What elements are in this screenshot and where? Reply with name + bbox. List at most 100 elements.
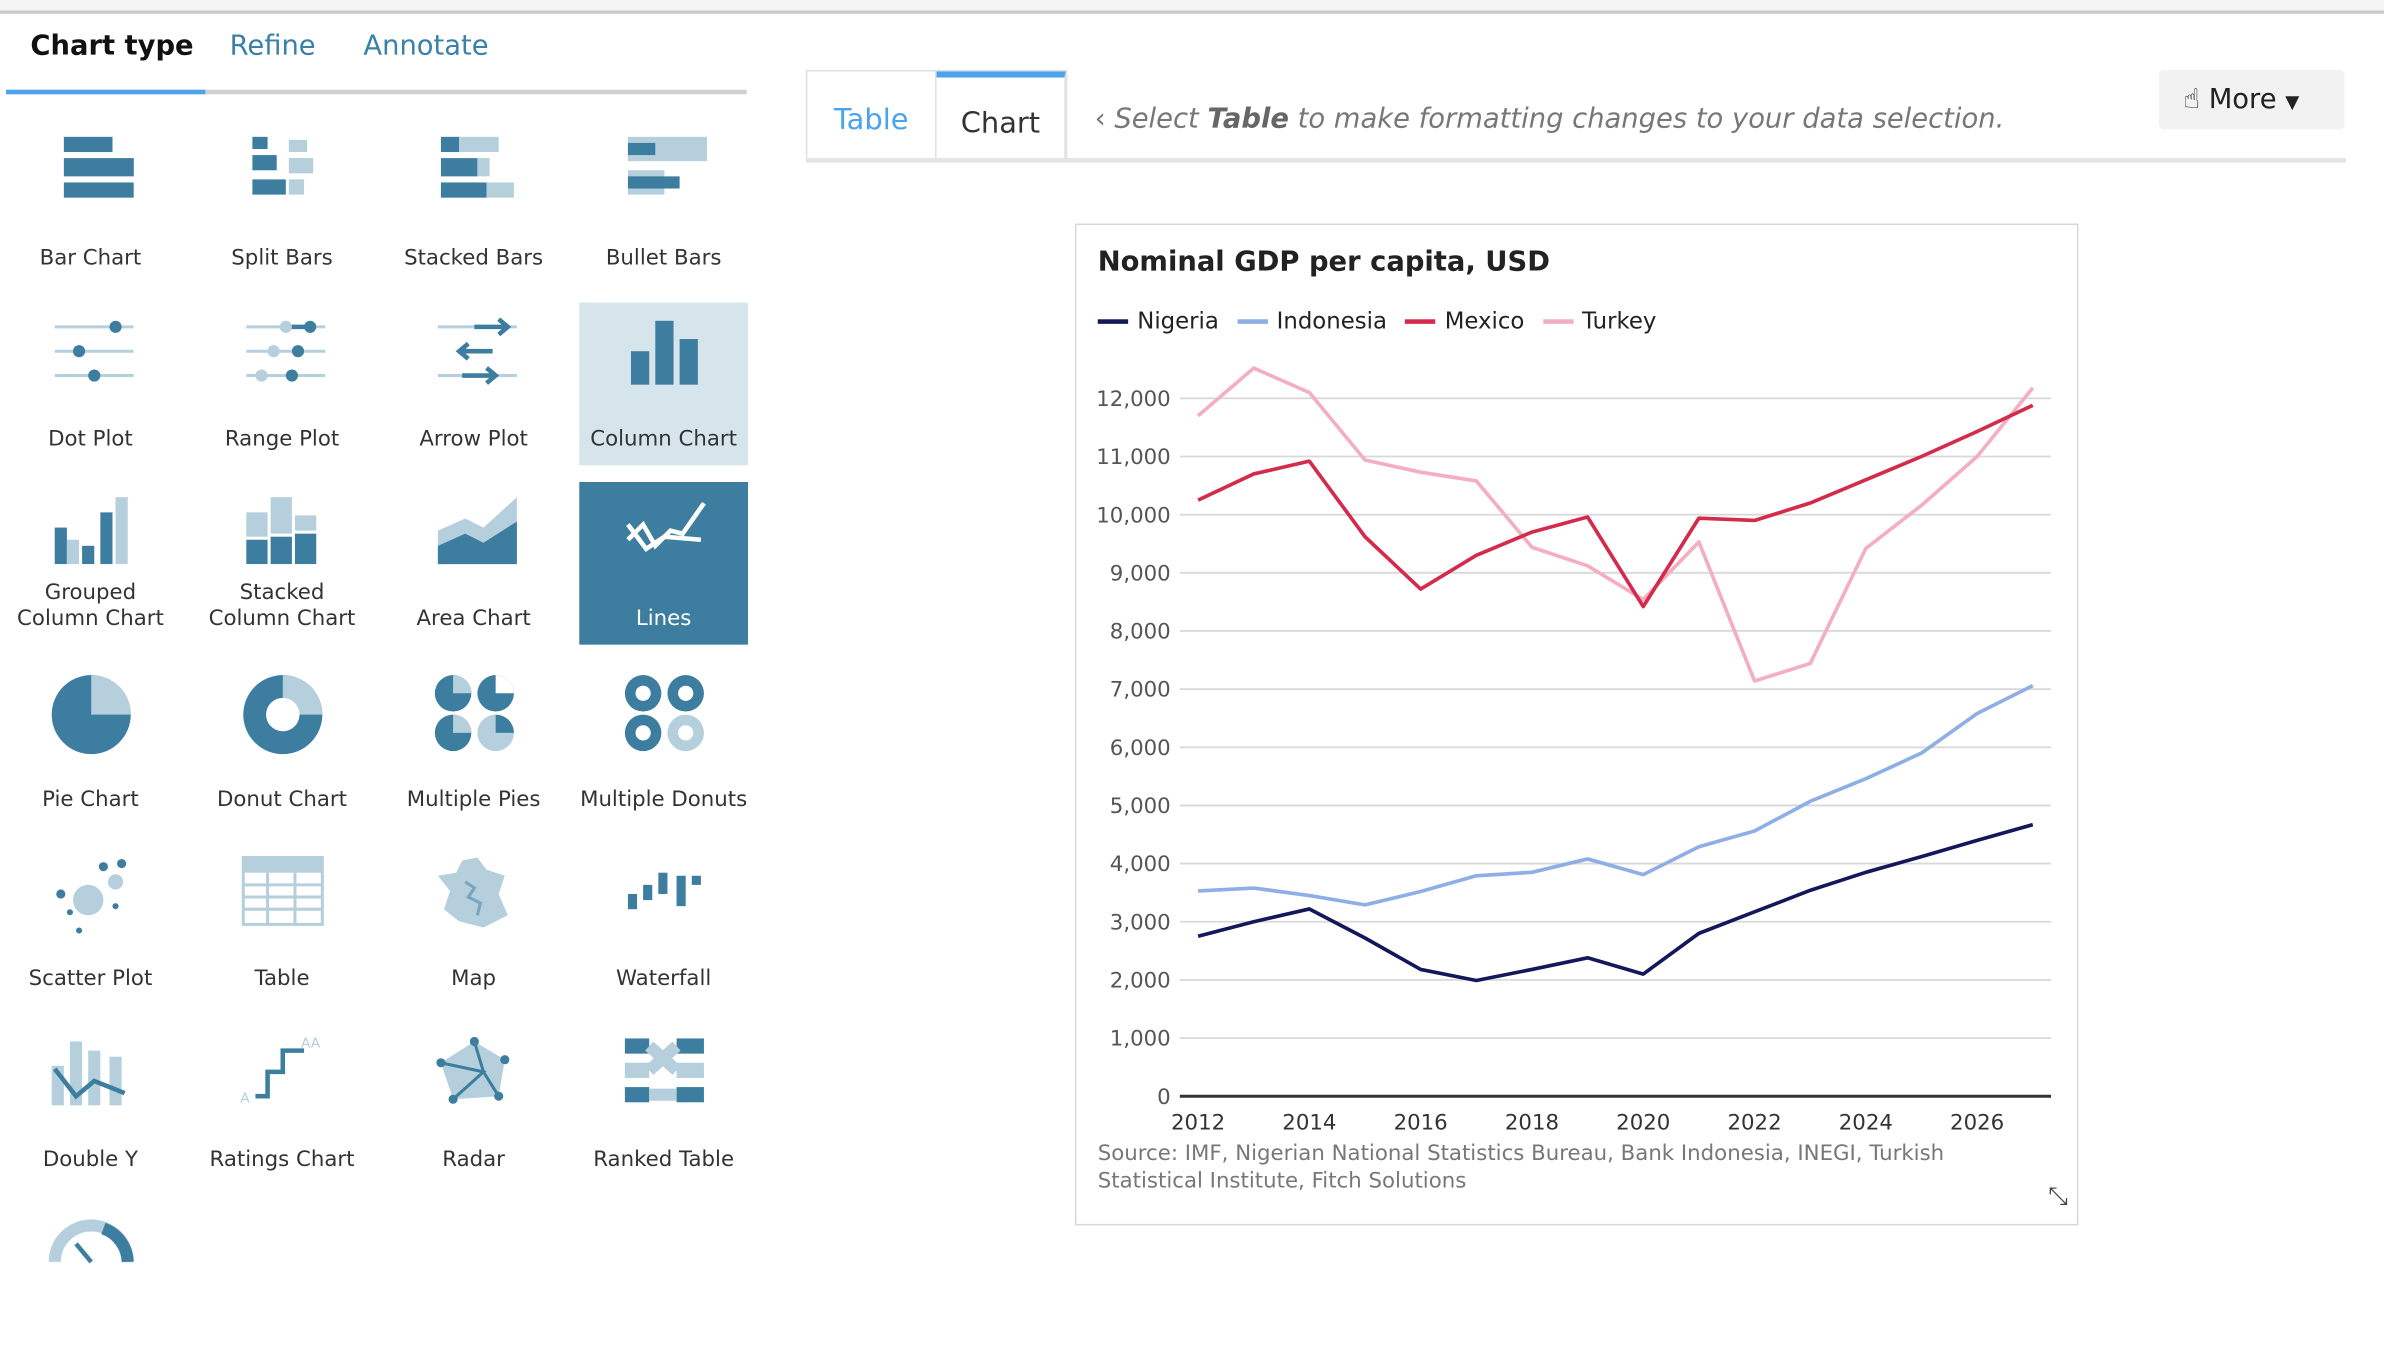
donut-chart-icon [243,675,323,755]
series-line-indonesia [1197,684,2034,907]
chart-type-label: Stacked Bars [404,246,544,271]
ranked-table-icon [624,1038,704,1103]
grouped-column-icon [54,497,128,565]
multiple-pies-icon [434,675,514,752]
legend-item: Nigeria [1097,307,1219,334]
active-tab-underline [6,89,206,95]
chart-type-label: Area Chart [416,606,531,631]
chart-type-waterfall[interactable]: Waterfall [579,842,748,1005]
caret-down-icon: ▼ [2285,91,2300,113]
svg-text:AA: AA [301,1036,321,1052]
x-tick-label: 2014 [1282,1111,1336,1136]
y-tick-label: 12,000 [1096,387,1170,412]
hand-pointer-icon: ☝ [2183,83,2200,116]
chart-type-radar[interactable]: Radar [389,1023,558,1186]
chart-type-dot-plot[interactable]: Dot Plot [6,303,175,466]
waterfall-icon [627,872,701,910]
chart-type-label: Column Chart [590,427,738,452]
chart-type-multiple-pies[interactable]: Multiple Pies [389,663,558,826]
x-tick-label: 2022 [1727,1111,1781,1136]
chart-type-label: Donut Chart [217,787,348,812]
y-tick-label: 11,000 [1096,445,1170,470]
stacked-bars-icon [440,136,514,198]
x-tick-label: 2026 [1950,1111,2004,1136]
chart-type-pie-chart[interactable]: Pie Chart [6,663,175,826]
y-tick-label: 4,000 [1110,852,1171,877]
chart-type-scatter-plot[interactable]: Scatter Plot [6,842,175,1005]
split-bars-icon [252,136,314,195]
chart-type-label: Stacked Column Chart [208,580,356,631]
chart-type-bar-chart[interactable]: Bar Chart [6,122,175,285]
resize-handle-icon[interactable]: ⤡ [2048,1181,2068,1211]
chart-type-label: Grouped Column Chart [17,580,164,631]
chart-type-ratings-chart[interactable]: AA A Ratings Chart [198,1023,367,1186]
view-tab-table[interactable]: Table [807,71,937,160]
series-line-mexico [1197,403,2034,609]
chart-type-label: Bar Chart [39,246,142,271]
chart-type-bullet-bars[interactable]: Bullet Bars [579,122,748,285]
tab-refine[interactable]: Refine [229,30,316,63]
pie-chart-icon [51,675,131,755]
left-tabs: Chart type Refine Annotate [6,21,747,95]
chart-type-double-y[interactable]: Double Y [6,1023,175,1186]
chart-type-table[interactable]: Table [198,842,367,1005]
chart-type-label: Arrow Plot [419,427,528,452]
table-icon [241,855,324,926]
bar-chart-icon [63,136,134,198]
chart-type-donut-chart[interactable]: Donut Chart [198,663,367,826]
chart-type-range-plot[interactable]: Range Plot [198,303,367,466]
chart-title: Nominal GDP per capita, USD [1097,246,1550,279]
area-chart-icon [437,497,517,565]
chart-type-label: Split Bars [231,246,333,271]
chart-source: Source: IMF, Nigerian National Statistic… [1097,1141,1945,1194]
range-plot-icon [246,320,326,382]
double-y-icon [51,1041,126,1106]
multiple-donuts-icon [624,675,704,752]
legend: Nigeria Indonesia Mexico Turkey [1097,307,1656,334]
chart-type-label: Lines [635,606,692,631]
map-icon [437,857,508,928]
tab-annotate[interactable]: Annotate [363,30,489,63]
y-tick-label: 1,000 [1110,1027,1171,1052]
chart-type-stacked-column[interactable]: Stacked Column Chart [198,482,367,645]
x-tick-label: 2016 [1394,1111,1448,1136]
chart-type-multiple-donuts[interactable]: Multiple Donuts [579,663,748,826]
legend-item: Turkey [1542,307,1656,334]
view-tabs: Table Chart [805,69,1068,160]
chart-type-label: Ratings Chart [209,1147,355,1173]
chart-type-label: Multiple Pies [406,787,541,812]
chart-type-column-chart[interactable]: Column Chart [579,302,749,466]
y-tick-label: 10,000 [1096,503,1170,528]
ratings-chart-icon: AAA [240,1036,321,1107]
chart-type-gauge[interactable] [6,1204,175,1367]
chart-type-ranked-table[interactable]: Ranked Table [579,1023,748,1186]
more-button[interactable]: ☝ More ▼ [2158,69,2345,130]
y-tick-label: 3,000 [1110,910,1171,935]
chart-type-label: Map [451,966,497,992]
chart-type-stacked-bars[interactable]: Stacked Bars [389,122,558,285]
series-line-nigeria [1197,822,2034,983]
chart-type-arrow-plot[interactable]: Arrow Plot [389,303,558,466]
chart-type-label: Table [254,966,310,992]
legend-item: Indonesia [1237,307,1387,334]
chart-type-area-chart[interactable]: Area Chart [389,482,558,645]
x-tick-label: 2024 [1839,1111,1893,1136]
chart-type-label: Radar [442,1147,505,1173]
y-tick-label: 5,000 [1110,794,1171,819]
chart-type-grouped-column[interactable]: Grouped Column Chart [6,482,175,645]
x-tick-label: 2020 [1616,1111,1670,1136]
y-tick-label: 2,000 [1110,968,1171,993]
chart-type-label: Waterfall [615,966,712,992]
chart-type-map[interactable]: Map [389,842,558,1005]
chart-panel: Nominal GDP per capita, USD Nigeria Indo… [1074,223,2079,1226]
y-tick-label: 9,000 [1110,561,1171,586]
view-tab-chart[interactable]: Chart [936,71,1066,160]
hint-text: ‹ Select Table to make formatting change… [1094,103,2005,136]
chart-type-label: Double Y [42,1147,139,1173]
tab-chart-type[interactable]: Chart type [30,30,194,63]
legend-swatch [1237,318,1268,324]
chart-type-lines[interactable]: Lines [579,481,749,645]
chevron-left-icon: ‹ [1094,103,1115,136]
chart-type-label: Range Plot [224,427,340,452]
chart-type-split-bars[interactable]: Split Bars [198,122,367,285]
